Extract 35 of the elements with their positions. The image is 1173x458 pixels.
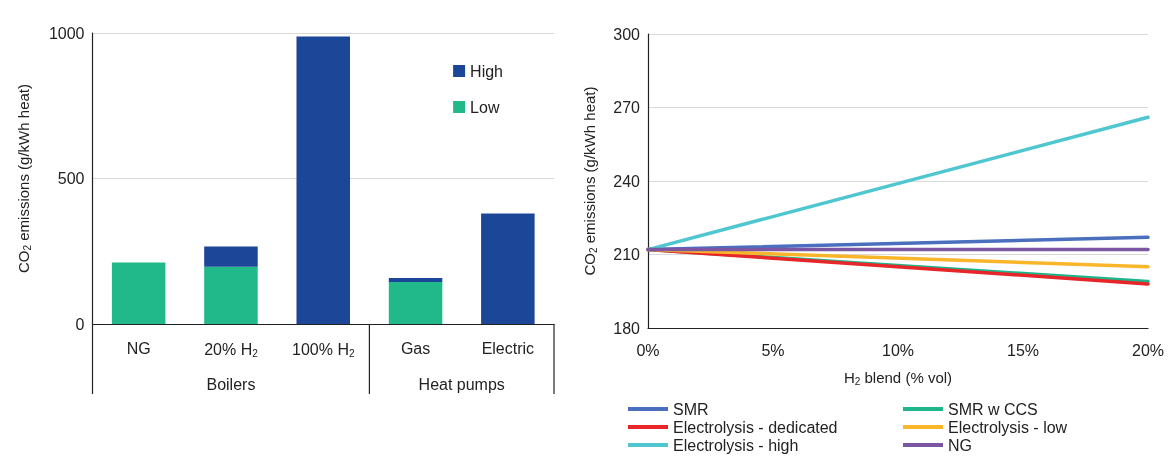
y-tick-label: 180 xyxy=(613,319,641,337)
bar xyxy=(388,282,443,324)
x-tick-label: 20% xyxy=(1131,341,1165,359)
text: Heat pumps xyxy=(418,375,505,393)
x-tick-label: 15% xyxy=(1006,341,1040,359)
x-tick-label: NG xyxy=(126,339,151,357)
y-tick-label: 500 xyxy=(57,170,85,187)
x-tick-label: 5% xyxy=(761,341,785,359)
y-axis-title: CO2 emissions (g/kWh heat) xyxy=(580,86,599,276)
bar xyxy=(204,246,258,267)
x-tick-label: Gas xyxy=(400,339,431,357)
legend-label: Electrolysis - dedicated xyxy=(673,418,838,436)
legend-label: High xyxy=(470,62,503,80)
legend-label: NG xyxy=(948,436,972,454)
y-axis-title: CO2 emissions (g/kWh heat) xyxy=(15,84,33,273)
text: Boilers xyxy=(206,375,256,393)
bar xyxy=(111,262,166,324)
x-tick-label: 10% xyxy=(881,341,915,359)
legend-label: Electrolysis - low xyxy=(948,418,1068,436)
y-tick-label: 300 xyxy=(613,25,641,43)
y-tick-label: 0 xyxy=(75,315,85,333)
bar xyxy=(296,36,351,324)
y-tick-label: 270 xyxy=(613,99,641,116)
y-tick-label: 1000 xyxy=(48,24,85,42)
bar xyxy=(388,278,443,283)
x-tick-label: Electric xyxy=(481,339,535,357)
legend-label: SMR w CCS xyxy=(948,400,1038,418)
legend-label: Electrolysis - high xyxy=(673,436,799,454)
y-tick-label: 240 xyxy=(613,172,641,190)
legend-label: Low xyxy=(470,98,500,116)
x-tick-label: 0% xyxy=(636,341,660,359)
bar xyxy=(204,266,258,324)
legend-label: SMR xyxy=(673,400,709,418)
bar xyxy=(481,213,535,324)
y-tick-label: 210 xyxy=(613,246,641,263)
